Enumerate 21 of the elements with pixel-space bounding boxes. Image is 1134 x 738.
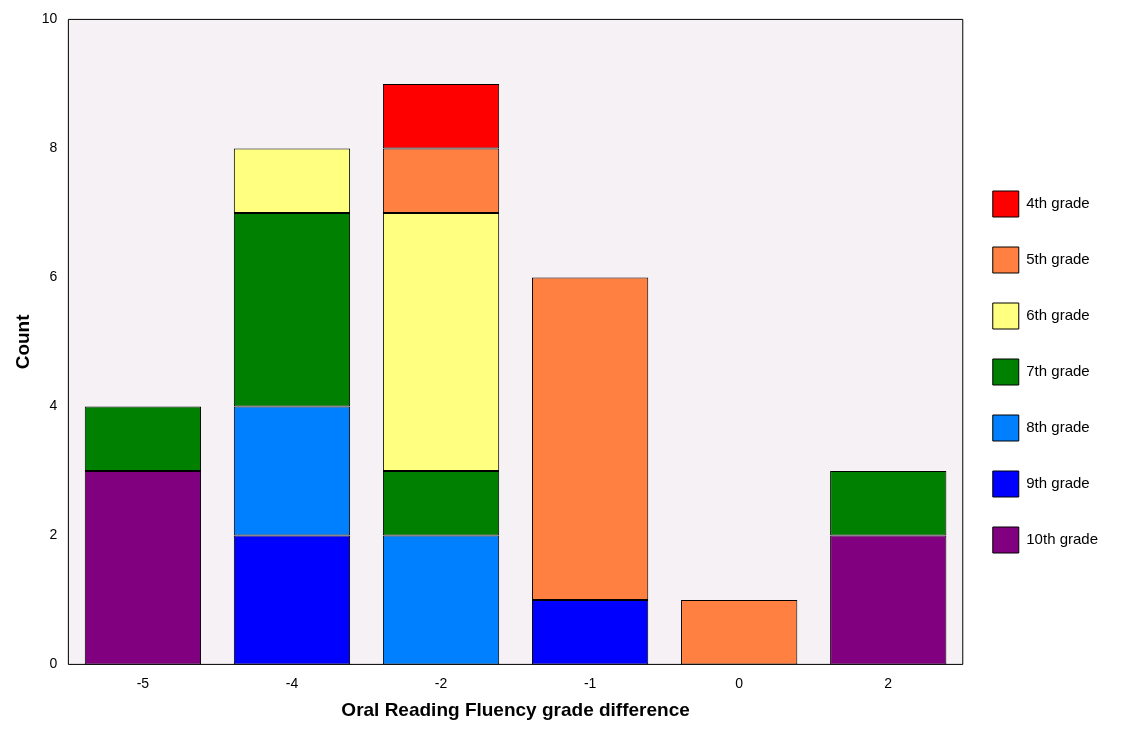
- legend-label: 7th grade: [1026, 362, 1090, 380]
- legend-label: 10th grade: [1026, 530, 1099, 548]
- x-tick-label: -5: [136, 674, 150, 691]
- y-tick-label: 8: [49, 139, 58, 156]
- y-tick-label: 0: [49, 655, 58, 672]
- x-tick-label: -2: [434, 674, 448, 691]
- legend-label: 9th grade: [1026, 474, 1090, 492]
- legend-label: 6th grade: [1026, 306, 1090, 324]
- legend-label: 8th grade: [1026, 418, 1090, 436]
- x-tick-label: -1: [583, 674, 597, 691]
- y-axis-title: Count: [11, 313, 33, 370]
- y-tick-label: 4: [49, 397, 58, 414]
- x-tick-label: 2: [884, 674, 893, 691]
- y-tick-label: 6: [49, 268, 58, 285]
- x-tick-label: 0: [735, 674, 744, 691]
- y-tick-label: 2: [49, 526, 58, 543]
- x-axis-title: Oral Reading Fluency grade difference: [341, 698, 690, 720]
- legend-label: 4th grade: [1026, 194, 1090, 212]
- y-tick-label: 10: [41, 10, 58, 27]
- x-tick-label: -4: [285, 674, 299, 691]
- legend-label: 5th grade: [1026, 250, 1090, 268]
